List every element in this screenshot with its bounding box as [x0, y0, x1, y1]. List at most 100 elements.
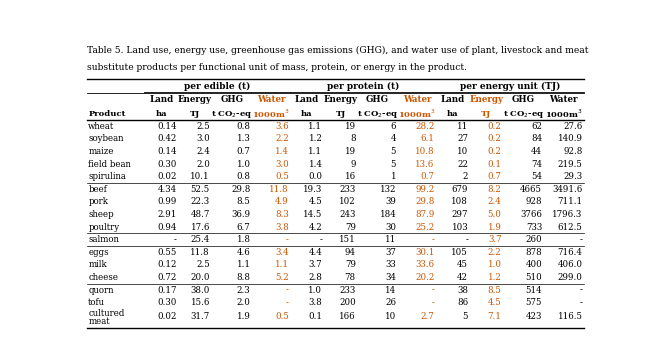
Text: 16: 16 [344, 172, 356, 181]
Text: cultured: cultured [88, 309, 125, 318]
Text: 716.4: 716.4 [558, 248, 582, 257]
Text: 44: 44 [531, 147, 542, 156]
Text: 2.2: 2.2 [275, 134, 289, 143]
Text: 22.3: 22.3 [191, 197, 210, 206]
Text: 105: 105 [451, 248, 468, 257]
Text: 1.1: 1.1 [275, 260, 289, 269]
Text: 79: 79 [344, 223, 356, 231]
Text: 19: 19 [344, 122, 356, 131]
Text: 1.2: 1.2 [488, 273, 502, 282]
Text: 1.0: 1.0 [308, 285, 322, 294]
Text: -: - [286, 298, 289, 307]
Text: 4.4: 4.4 [309, 248, 322, 257]
Text: ha: ha [155, 110, 167, 118]
Text: TJ: TJ [335, 110, 346, 118]
Text: 2.0: 2.0 [237, 298, 250, 307]
Text: 10.8: 10.8 [415, 147, 435, 156]
Text: 514: 514 [525, 285, 542, 294]
Text: 5: 5 [463, 311, 468, 321]
Text: 0.30: 0.30 [157, 160, 176, 168]
Text: 22: 22 [457, 160, 468, 168]
Text: 36.9: 36.9 [231, 210, 250, 219]
Text: 297: 297 [452, 210, 468, 219]
Text: meat: meat [88, 317, 110, 326]
Text: 612.5: 612.5 [558, 223, 582, 231]
Text: 2.4: 2.4 [196, 147, 210, 156]
Text: per energy unit (TJ): per energy unit (TJ) [460, 82, 560, 91]
Text: 406.0: 406.0 [558, 260, 582, 269]
Text: Product: Product [88, 110, 126, 118]
Text: 11: 11 [457, 122, 468, 131]
Text: 4.6: 4.6 [237, 248, 250, 257]
Text: Energy: Energy [324, 95, 358, 104]
Text: 2.5: 2.5 [196, 260, 210, 269]
Text: 260: 260 [525, 235, 542, 244]
Text: 132: 132 [380, 185, 396, 194]
Text: 4665: 4665 [520, 185, 542, 194]
Text: 2.91: 2.91 [157, 210, 176, 219]
Text: 0.72: 0.72 [157, 273, 176, 282]
Text: Water: Water [549, 95, 578, 104]
Text: GHG: GHG [512, 95, 535, 104]
Text: 0.0: 0.0 [308, 172, 322, 181]
Text: 29.8: 29.8 [231, 185, 250, 194]
Text: 30: 30 [385, 223, 396, 231]
Text: 400: 400 [525, 260, 542, 269]
Text: -: - [174, 235, 176, 244]
Text: -: - [286, 285, 289, 294]
Text: 48.7: 48.7 [190, 210, 210, 219]
Text: 108: 108 [451, 197, 468, 206]
Text: 37: 37 [385, 248, 396, 257]
Text: 116.5: 116.5 [558, 311, 582, 321]
Text: milk: milk [88, 260, 107, 269]
Text: -: - [580, 235, 582, 244]
Text: 33.6: 33.6 [415, 260, 435, 269]
Text: quorn: quorn [88, 285, 114, 294]
Text: 3766: 3766 [520, 210, 542, 219]
Text: Energy: Energy [469, 95, 503, 104]
Text: wheat: wheat [88, 122, 114, 131]
Text: 9: 9 [350, 160, 356, 168]
Text: t CO$_2$-eq: t CO$_2$-eq [211, 109, 252, 120]
Text: 8.8: 8.8 [237, 273, 250, 282]
Text: salmon: salmon [88, 235, 119, 244]
Text: 87.9: 87.9 [415, 210, 435, 219]
Text: maize: maize [88, 147, 114, 156]
Text: ha: ha [301, 110, 313, 118]
Text: GHG: GHG [220, 95, 243, 104]
Text: 103: 103 [452, 223, 468, 231]
Text: ha: ha [447, 110, 459, 118]
Text: 0.7: 0.7 [488, 172, 502, 181]
Text: -: - [580, 298, 582, 307]
Text: 0.30: 0.30 [157, 298, 176, 307]
Text: 0.14: 0.14 [157, 122, 176, 131]
Text: 2.5: 2.5 [196, 122, 210, 131]
Text: 5: 5 [391, 147, 396, 156]
Text: 38: 38 [457, 285, 468, 294]
Text: 31.7: 31.7 [190, 311, 210, 321]
Text: 184: 184 [380, 210, 396, 219]
Text: 878: 878 [525, 248, 542, 257]
Text: 6: 6 [391, 122, 396, 131]
Text: 4.5: 4.5 [488, 298, 502, 307]
Text: 4.2: 4.2 [309, 223, 322, 231]
Text: 8.5: 8.5 [237, 197, 250, 206]
Text: 0.17: 0.17 [157, 285, 176, 294]
Text: 575: 575 [525, 298, 542, 307]
Text: 1: 1 [391, 172, 396, 181]
Text: 0.2: 0.2 [488, 147, 502, 156]
Text: 8.2: 8.2 [488, 185, 502, 194]
Text: tofu: tofu [88, 298, 105, 307]
Text: 6.1: 6.1 [421, 134, 435, 143]
Text: 1.9: 1.9 [237, 311, 250, 321]
Text: Land: Land [441, 95, 465, 104]
Text: 3.0: 3.0 [275, 160, 289, 168]
Text: 510: 510 [525, 273, 542, 282]
Text: 1.9: 1.9 [488, 223, 502, 231]
Text: 8.3: 8.3 [275, 210, 289, 219]
Text: TJ: TJ [481, 110, 491, 118]
Text: 0.1: 0.1 [488, 160, 502, 168]
Text: 92.8: 92.8 [563, 147, 582, 156]
Text: Energy: Energy [177, 95, 212, 104]
Text: beef: beef [88, 185, 107, 194]
